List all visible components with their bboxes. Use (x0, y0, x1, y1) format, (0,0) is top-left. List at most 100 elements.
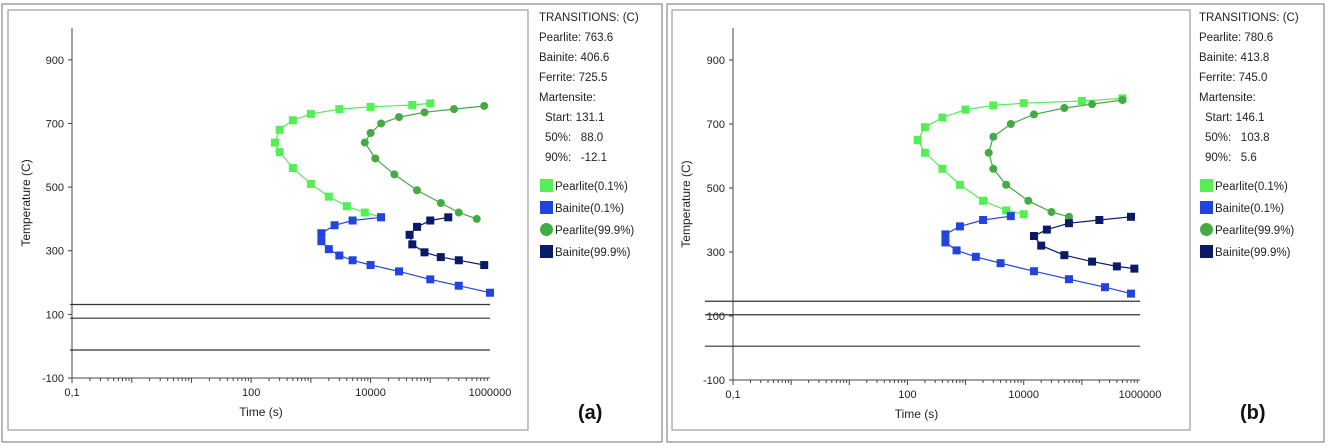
data-point (1047, 208, 1056, 216)
data-point (450, 105, 459, 114)
data-point (405, 230, 414, 239)
data-point (1024, 196, 1033, 205)
data-point (955, 180, 964, 189)
data-point (1060, 251, 1069, 260)
data-point (941, 230, 950, 239)
data-point (955, 222, 964, 231)
legend-swatch-bainite-start (1200, 201, 1213, 214)
data-point (1060, 104, 1069, 112)
data-point (324, 192, 333, 201)
info-pearlite: Pearlite: 780.6 (1199, 32, 1273, 44)
y-tick-label: 900 (46, 55, 64, 67)
data-point (426, 275, 435, 284)
legend-label: Bainite(0.1%) (1215, 203, 1284, 215)
data-point (324, 245, 333, 254)
data-point (348, 216, 357, 225)
data-point (1002, 180, 1011, 189)
y-tick-label: 100 (707, 311, 725, 323)
data-point (288, 116, 297, 125)
legend-a: Pearlite(0.1%) Bainite(0.1%) Pearlite(99… (540, 179, 634, 259)
series-line (1033, 216, 1135, 270)
data-point (408, 240, 417, 249)
data-point (366, 102, 375, 111)
data-point (1006, 120, 1015, 128)
data-point (1002, 206, 1011, 215)
data-point (1064, 212, 1073, 221)
data-point (360, 138, 369, 147)
series-line (988, 99, 1123, 218)
y-tick-label: 700 (707, 119, 725, 131)
legend-swatch-bainite-finish (1200, 245, 1213, 258)
info-ferrite: Ferrite: 745.0 (1199, 72, 1267, 84)
y-tick-label: 100 (46, 309, 64, 321)
data-point (360, 208, 369, 217)
data-point (371, 154, 380, 163)
info-martensite: Martensite: (1199, 92, 1256, 104)
data-point (275, 148, 284, 157)
data-point (1029, 232, 1038, 240)
legend-swatch-pearlite-start (540, 179, 553, 192)
data-point (1088, 257, 1097, 266)
x-tick-label: 1000000 (469, 387, 512, 399)
plot-b-frame (671, 9, 1191, 431)
data-point (306, 109, 315, 118)
x-tick-label: 100 (242, 387, 260, 399)
data-point (1100, 283, 1109, 292)
data-point (486, 288, 494, 297)
data-point (270, 138, 279, 147)
data-point (366, 129, 375, 137)
data-point (941, 238, 950, 247)
data-point (1042, 225, 1051, 234)
info-header: TRANSITIONS: (C) (539, 12, 639, 24)
data-point (444, 213, 453, 222)
legend-label: Pearlite(0.1%) (1215, 181, 1288, 193)
data-point (436, 199, 445, 207)
info-martensite-90: 90%: 5.6 (1205, 152, 1257, 164)
y-tick-label: 500 (707, 183, 725, 195)
data-point (395, 267, 404, 276)
y-tick-label: 900 (707, 55, 725, 67)
data-point (366, 261, 375, 270)
panel-letter-a: (a) (578, 402, 602, 424)
data-point (288, 164, 297, 172)
data-point (1126, 289, 1135, 298)
legend-swatch-pearlite-start (1200, 179, 1213, 192)
info-martensite-90: 90%: -12.1 (545, 152, 607, 164)
info-martensite: Martensite: (539, 92, 596, 104)
y-tick-label: -100 (42, 373, 64, 385)
y-tick-label: -100 (703, 375, 725, 387)
data-point (1029, 267, 1038, 276)
data-point (454, 208, 463, 217)
info-box-a: TRANSITIONS: (C) Pearlite: 763.6 Bainite… (539, 12, 639, 164)
info-martensite-start: Start: 146.1 (1205, 112, 1264, 124)
data-point (306, 179, 315, 188)
data-point (938, 113, 947, 122)
data-point (275, 125, 284, 134)
x-axis-title: Time (s) (239, 405, 283, 419)
data-point (1037, 241, 1046, 250)
panel-letter-b: (b) (1240, 402, 1266, 424)
data-point (1126, 212, 1135, 221)
data-point (920, 148, 929, 157)
data-point (1118, 96, 1127, 104)
data-point (408, 101, 417, 109)
x-tick-label: 0,1 (725, 389, 740, 401)
legend-swatch-pearlite-finish (1200, 223, 1213, 236)
plot-b: -100 100 300 500 700 900 0,1 100 10000 1000000 Tim… (679, 28, 1161, 421)
x-tick-label: 100 (898, 389, 916, 401)
legend-label: Pearlite(99.9%) (555, 225, 634, 237)
data-point (1077, 96, 1086, 105)
data-point (390, 170, 399, 179)
data-point (1029, 110, 1038, 119)
y-tick-label: 300 (707, 247, 725, 259)
data-point (377, 119, 386, 128)
data-point (454, 256, 463, 265)
data-point (420, 108, 429, 117)
data-point (984, 148, 993, 157)
legend-b: Pearlite(0.1%) Bainite(0.1%) Pearlite(99… (1200, 179, 1294, 259)
data-point (413, 222, 422, 231)
data-point (480, 261, 489, 270)
x-tick-label: 1000000 (1119, 389, 1162, 401)
data-point (952, 246, 961, 255)
